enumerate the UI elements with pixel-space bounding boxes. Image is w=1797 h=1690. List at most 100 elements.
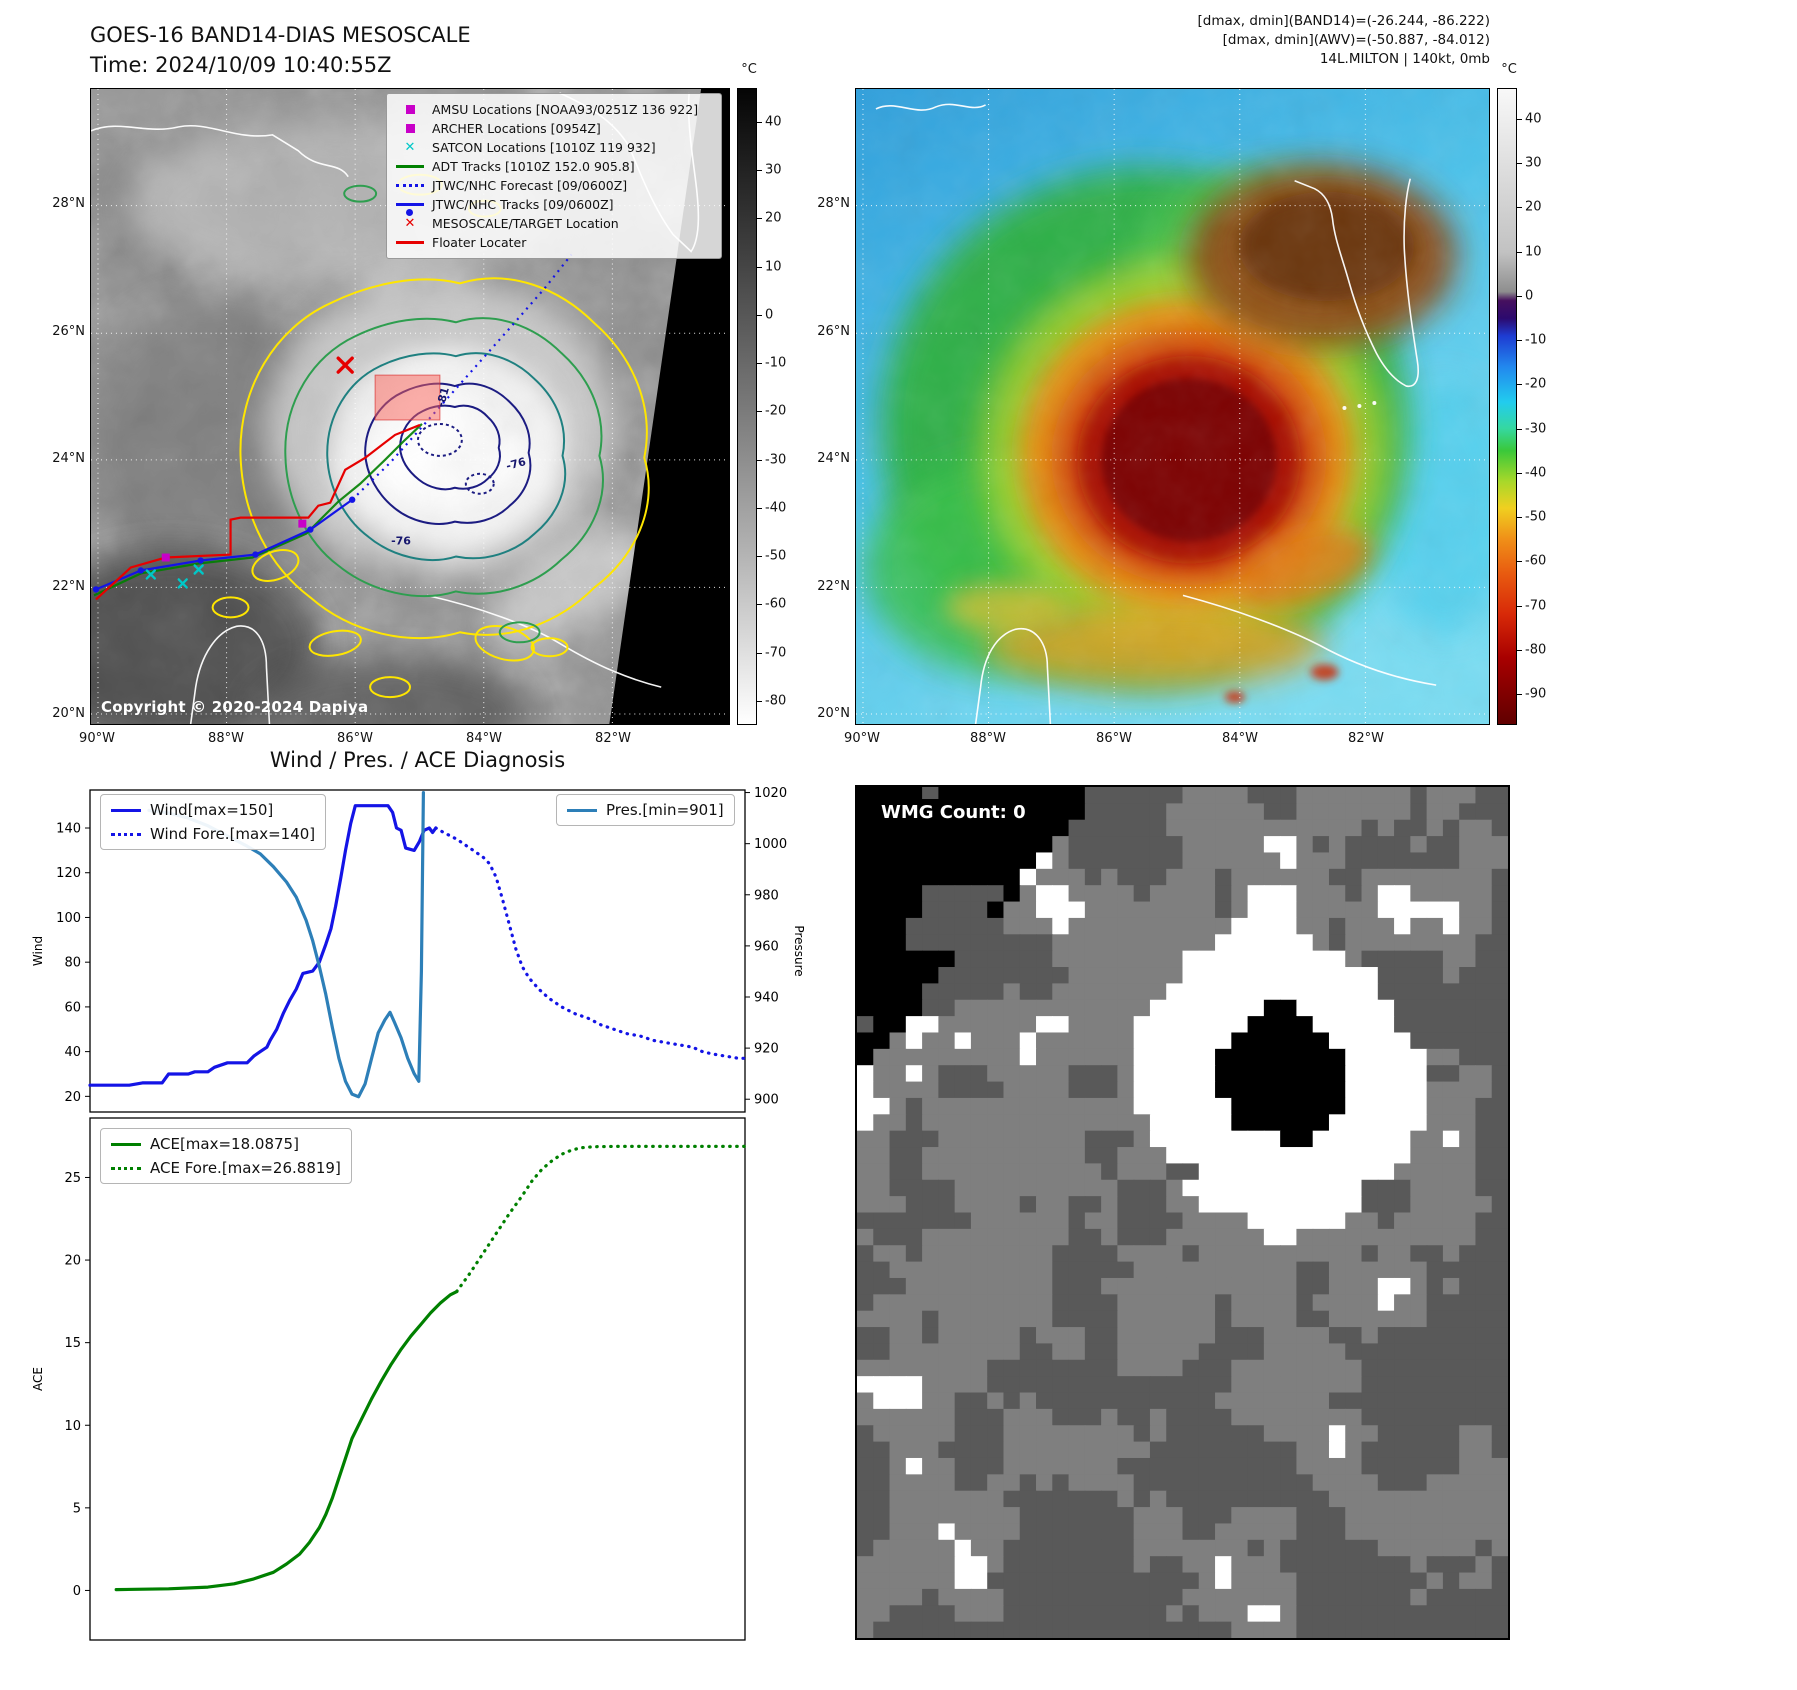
contour-value-label: -76 xyxy=(391,534,411,548)
awv-header-block: [dmax, dmin](BAND14)=(-26.244, -86.222) … xyxy=(1198,12,1490,69)
svg-text:10: 10 xyxy=(64,1419,81,1434)
colorbar-tick-mark xyxy=(1517,694,1522,696)
legend-row-ace: ACE[max=18.0875] xyxy=(111,1135,341,1153)
colorbar-tick-label: -80 xyxy=(765,693,787,709)
wmg-count-label: WMG Count: 0 xyxy=(871,799,1036,826)
line-marker-icon xyxy=(395,165,425,168)
colorbar-tick-mark xyxy=(757,459,762,461)
colorbar-tick-label: -10 xyxy=(1525,332,1547,348)
wmg-panel: WMG Count: 0 xyxy=(855,785,1510,1640)
awv-header-line-2: [dmax, dmin](AWV)=(-50.887, -84.012) xyxy=(1222,32,1490,48)
ace-chart: 0 5 10 15 20 25 ACE xyxy=(31,1117,747,1641)
map-tick-label: 26°N xyxy=(52,324,85,339)
svg-text:80: 80 xyxy=(64,956,81,971)
colorbar-tick-mark xyxy=(757,700,762,702)
legend-row-ace-forecast: ACE Fore.[max=26.8819] xyxy=(111,1159,341,1177)
band14-legend: AMSU Locations [NOAA93/0251Z 136 922] ARC… xyxy=(386,93,722,259)
band14-title-block: GOES-16 BAND14-DIAS MESOSCALE Time: 2024… xyxy=(90,20,471,80)
legend-label: Pres.[min=901] xyxy=(606,801,724,819)
copyright-text: Copyright © 2020-2024 Dapiya xyxy=(101,698,369,716)
map-tick-label: 22°N xyxy=(817,579,850,594)
legend-item: Floater Locater xyxy=(395,233,713,252)
legend-item-label: JTWC/NHC Forecast [09/0600Z] xyxy=(432,178,628,193)
colorbar-tick-mark xyxy=(1517,251,1522,253)
colorbar-tick-mark xyxy=(1517,561,1522,563)
legend-item-label: SATCON Locations [1010Z 119 932] xyxy=(432,140,656,155)
colorbar-unit-label: °C xyxy=(1501,62,1517,77)
pressure-line-swatch xyxy=(567,808,597,812)
colorbar-tick-label: -30 xyxy=(765,452,787,468)
map-tick-label: 28°N xyxy=(817,196,850,211)
colorbar-tick-mark xyxy=(757,363,762,365)
colorbar-tick-mark xyxy=(1517,384,1522,386)
colorbar-tick-label: 30 xyxy=(1525,155,1542,171)
svg-text:1000: 1000 xyxy=(754,837,787,852)
colorbar-tick-mark xyxy=(1517,295,1522,297)
svg-text:20: 20 xyxy=(64,1254,81,1269)
awv-map-panel xyxy=(855,88,1490,725)
awv-satellite-image xyxy=(856,89,1489,724)
colorbar-tick-label: -70 xyxy=(765,645,787,661)
legend-item: JTWC/NHC Forecast [09/0600Z] xyxy=(395,176,713,195)
svg-text:60: 60 xyxy=(64,1000,81,1015)
map-tick-label: 20°N xyxy=(817,706,850,721)
map-tick-label: 82°W xyxy=(1348,731,1384,746)
svg-text:120: 120 xyxy=(56,866,81,881)
colorbar-tick-label: 0 xyxy=(765,307,774,323)
legend-item-label: JTWC/NHC Tracks [09/0600Z] xyxy=(432,197,614,212)
svg-text:ACE: ACE xyxy=(31,1367,45,1391)
band14-title: GOES-16 BAND14-DIAS MESOSCALE xyxy=(90,23,471,47)
colorbar-tick-label: 10 xyxy=(765,259,782,275)
legend-item: ✕ MESOSCALE/TARGET Location xyxy=(395,214,713,233)
svg-text:40: 40 xyxy=(64,1045,81,1060)
legend-item: JTWC/NHC Tracks [09/0600Z] xyxy=(395,195,713,216)
legend-label: Wind Fore.[max=140] xyxy=(150,825,316,843)
map-tick-label: 26°N xyxy=(817,324,850,339)
colorbar-tick-label: -90 xyxy=(1525,686,1547,702)
x-marker-icon: ✕ xyxy=(404,140,416,155)
colorbar-tick-label: 20 xyxy=(1525,199,1542,215)
colorbar-tick-mark xyxy=(757,218,762,220)
colorbar-tick-label: 30 xyxy=(765,162,782,178)
colorbar-tick-mark xyxy=(757,507,762,509)
colorbar-tick-mark xyxy=(1517,428,1522,430)
svg-text:920: 920 xyxy=(754,1042,779,1057)
wind-line-swatch xyxy=(111,808,141,812)
colorbar-tick-label: -40 xyxy=(1525,465,1547,481)
storm-id-line: 14L.MILTON | 140kt, 0mb xyxy=(1319,51,1490,67)
svg-text:960: 960 xyxy=(754,939,779,954)
colorbar-tick-label: -80 xyxy=(1525,642,1547,658)
colorbar-tick-mark xyxy=(757,314,762,316)
map-tick-label: 88°W xyxy=(970,731,1006,746)
map-tick-label: 24°N xyxy=(817,451,850,466)
svg-text:940: 940 xyxy=(754,991,779,1006)
map-tick-label: 20°N xyxy=(52,706,85,721)
wind-forecast-swatch xyxy=(111,832,141,836)
colorbar-tick-mark xyxy=(1517,340,1522,342)
legend-item: ARCHER Locations [0954Z] xyxy=(395,119,713,138)
square-marker-icon xyxy=(395,105,425,114)
colorbar-tick-mark xyxy=(1517,163,1522,165)
legend-item: ✕ SATCON Locations [1010Z 119 932] xyxy=(395,138,713,157)
colorbar-tick-label: -20 xyxy=(1525,376,1547,392)
colorbar-tick-mark xyxy=(757,121,762,123)
legend-label: Wind[max=150] xyxy=(150,801,274,819)
colorbar-tick-label: 20 xyxy=(765,210,782,226)
line-marker-icon xyxy=(395,241,425,244)
colorbar-tick-mark xyxy=(1517,118,1522,120)
colorbar-tick-mark xyxy=(757,652,762,654)
svg-text:Pressure: Pressure xyxy=(792,925,806,976)
colorbar-tick-mark xyxy=(757,170,762,172)
colorbar-tick-mark xyxy=(1517,517,1522,519)
map-tick-label: 88°W xyxy=(208,731,244,746)
legend-label: ACE[max=18.0875] xyxy=(150,1135,299,1153)
legend-label: ACE Fore.[max=26.8819] xyxy=(150,1159,341,1177)
colorbar-tick-label: -20 xyxy=(765,403,787,419)
colorbar-tick-mark xyxy=(757,604,762,606)
colorbar-tick-label: -70 xyxy=(1525,598,1547,614)
band14-map-panel: -81 -76 -76 AMSU Locations [NOAA93/0251Z… xyxy=(90,88,730,725)
map-tick-label: 86°W xyxy=(1096,731,1132,746)
legend-item: ADT Tracks [1010Z 152.0 905.8] xyxy=(395,157,713,176)
colorbar-tick-mark xyxy=(1517,649,1522,651)
